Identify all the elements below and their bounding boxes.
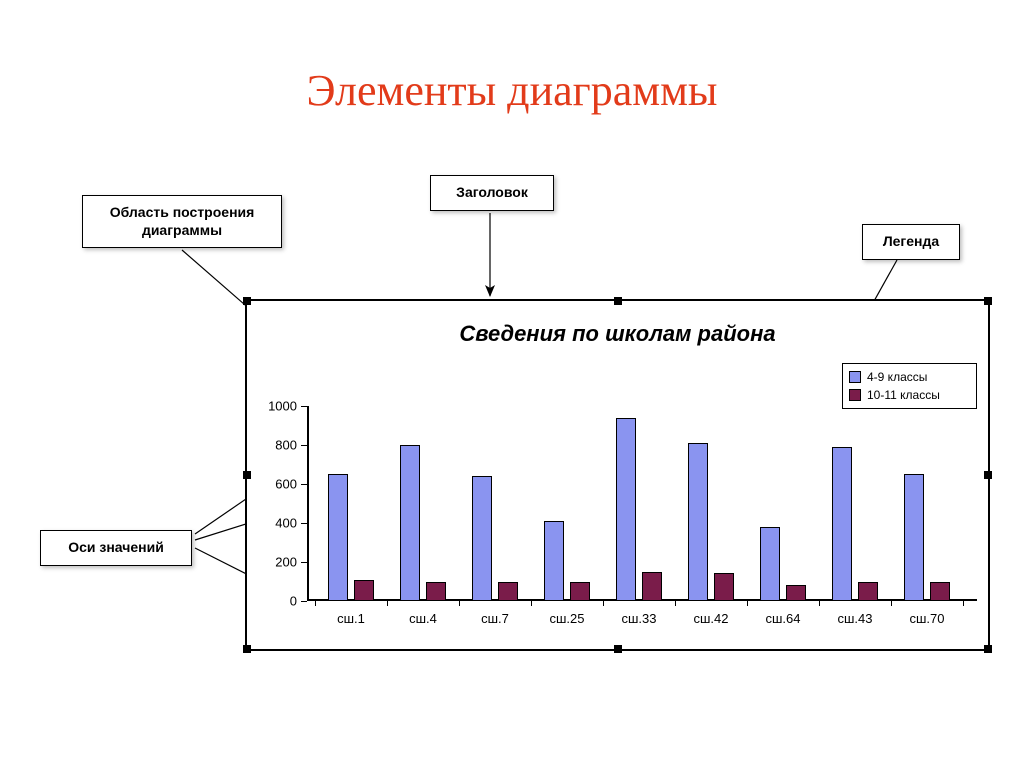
callout-title: Заголовок (430, 175, 554, 211)
x-axis-category-label: сш.33 (621, 611, 656, 626)
y-axis-tick (301, 445, 307, 446)
callout-legend: Легенда (862, 224, 960, 260)
bar (328, 474, 348, 601)
legend-item: 4-9 классы (849, 368, 970, 386)
chart-plot-area: 02004006008001000сш.1сш.4сш.7сш.25сш.33с… (307, 406, 977, 601)
page-title: Элементы диаграммы (0, 65, 1024, 116)
bar (832, 447, 852, 601)
chart-container: Сведения по школам района 4-9 классы10-1… (245, 299, 990, 651)
callout-axes: Оси значений (40, 530, 192, 566)
legend-swatch (849, 371, 861, 383)
y-axis-tick-label: 0 (290, 594, 297, 609)
selection-handle (984, 471, 992, 479)
bar (498, 582, 518, 601)
selection-handle (984, 297, 992, 305)
bar (904, 474, 924, 601)
bar (426, 582, 446, 602)
x-axis-category-label: сш.4 (409, 611, 437, 626)
bar (354, 580, 374, 601)
chart-title: Сведения по школам района (247, 321, 988, 347)
bar (400, 445, 420, 601)
x-axis-tick (459, 601, 460, 606)
x-axis-tick (675, 601, 676, 606)
x-axis-tick (603, 601, 604, 606)
y-axis-tick-label: 600 (275, 477, 297, 492)
x-axis-category-label: сш.42 (693, 611, 728, 626)
bar (786, 585, 806, 601)
bar (688, 443, 708, 601)
chart-legend: 4-9 классы10-11 классы (842, 363, 977, 409)
selection-handle (243, 297, 251, 305)
x-axis-category-label: сш.64 (765, 611, 800, 626)
y-axis-tick-label: 200 (275, 555, 297, 570)
legend-label: 4-9 классы (867, 368, 927, 386)
x-axis-tick (891, 601, 892, 606)
y-axis-line (307, 406, 309, 601)
y-axis-tick (301, 523, 307, 524)
selection-handle (614, 297, 622, 305)
y-axis-tick (301, 601, 307, 602)
x-axis-category-label: сш.43 (837, 611, 872, 626)
x-axis-tick (315, 601, 316, 606)
selection-handle (243, 645, 251, 653)
bar (570, 582, 590, 602)
y-axis-tick (301, 406, 307, 407)
bar (714, 573, 734, 601)
bar (472, 476, 492, 601)
bar (642, 572, 662, 601)
y-axis-tick (301, 562, 307, 563)
x-axis-category-label: сш.1 (337, 611, 365, 626)
x-axis-tick (819, 601, 820, 606)
bar (930, 582, 950, 601)
bar (544, 521, 564, 601)
y-axis-tick-label: 1000 (268, 399, 297, 414)
x-axis-category-label: сш.25 (549, 611, 584, 626)
x-axis-tick (747, 601, 748, 606)
selection-handle (984, 645, 992, 653)
x-axis-category-label: сш.70 (909, 611, 944, 626)
selection-handle (614, 645, 622, 653)
y-axis-tick (301, 484, 307, 485)
x-axis-category-label: сш.7 (481, 611, 509, 626)
y-axis-tick-label: 800 (275, 438, 297, 453)
x-axis-tick (963, 601, 964, 606)
legend-swatch (849, 389, 861, 401)
bar (858, 582, 878, 602)
y-axis-tick-label: 400 (275, 516, 297, 531)
legend-item: 10-11 классы (849, 386, 970, 404)
selection-handle (243, 471, 251, 479)
callout-plot-area: Область построениядиаграммы (82, 195, 282, 248)
x-axis-tick (387, 601, 388, 606)
x-axis-tick (531, 601, 532, 606)
bar (760, 527, 780, 601)
bar (616, 418, 636, 601)
legend-label: 10-11 классы (867, 386, 940, 404)
